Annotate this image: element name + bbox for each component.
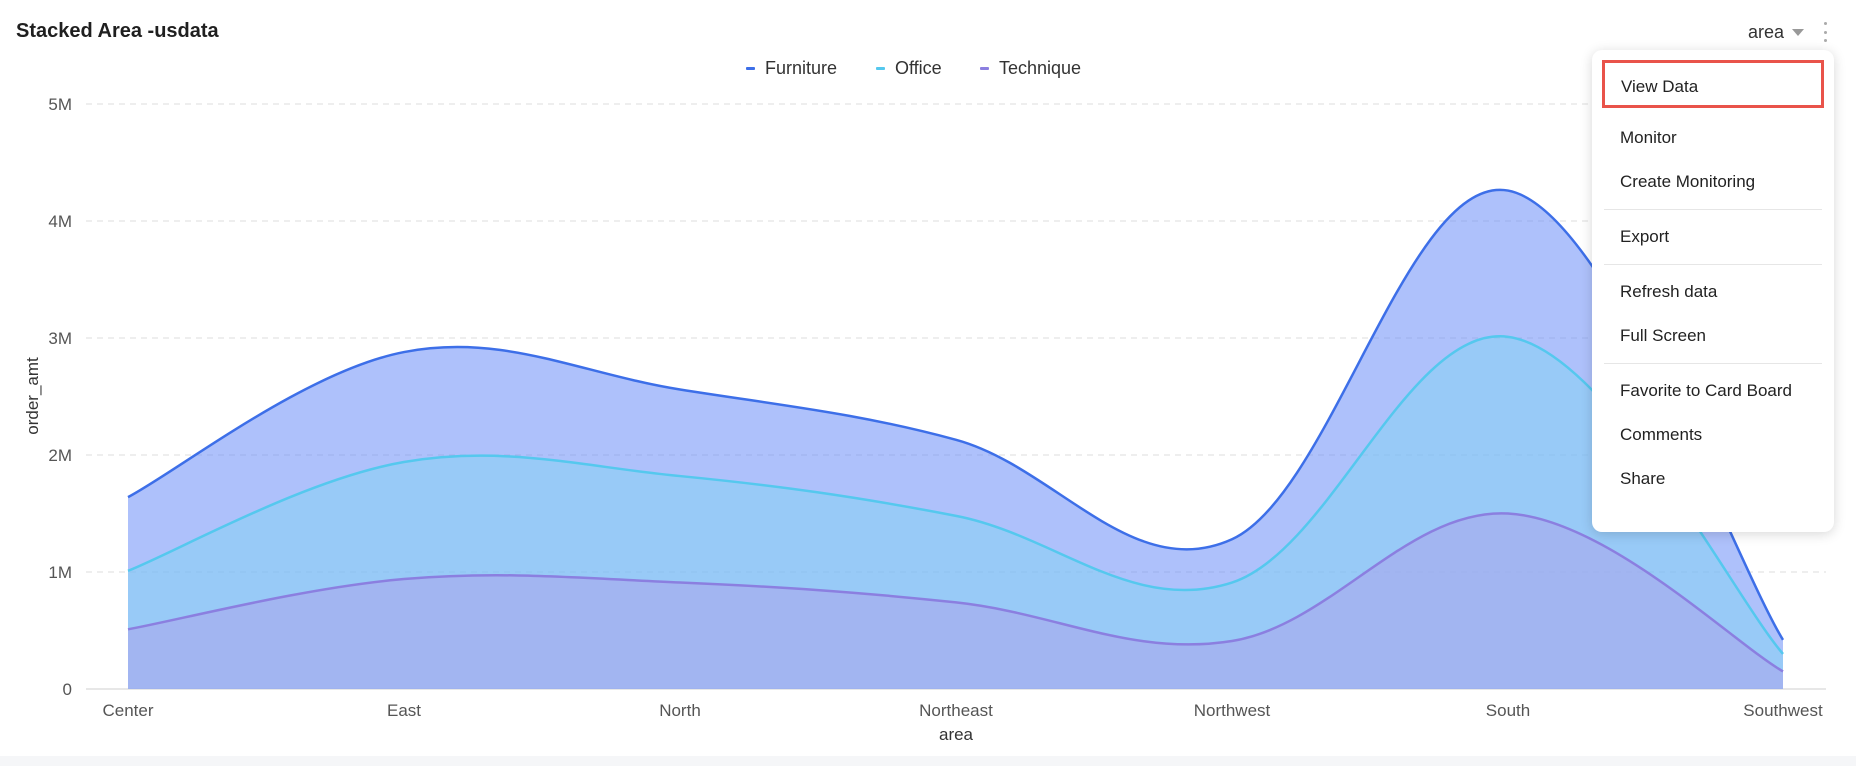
menu-item-comments[interactable]: Comments — [1620, 425, 1703, 444]
menu-item-view-data[interactable]: View Data — [1602, 60, 1824, 108]
menu-item-share[interactable]: Share — [1620, 469, 1666, 488]
y-tick-label: 1M — [48, 563, 72, 582]
menu-item-refresh-data[interactable]: Refresh data — [1620, 282, 1718, 301]
y-tick-label: 2M — [48, 446, 72, 465]
x-tick-label: Center — [102, 701, 153, 720]
y-axis-title: order_amt — [23, 357, 42, 435]
legend-item-office[interactable]: Office — [876, 58, 942, 79]
caret-down-icon — [1792, 29, 1804, 36]
legend-item-furniture[interactable]: Furniture — [746, 58, 837, 79]
y-tick-label: 5M — [48, 95, 72, 114]
menu-separator — [1604, 363, 1822, 364]
legend-label-technique: Technique — [999, 58, 1082, 78]
x-tick-label: Southwest — [1743, 701, 1823, 720]
menu-separator — [1604, 264, 1822, 265]
legend-marker-furniture — [746, 67, 755, 70]
menu-item-monitor[interactable]: Monitor — [1620, 128, 1677, 147]
menu-item-create-monitoring[interactable]: Create Monitoring — [1620, 172, 1756, 191]
legend-label-office: Office — [895, 58, 942, 78]
y-tick-label: 4M — [48, 212, 72, 231]
legend-label-furniture: Furniture — [765, 58, 838, 78]
legend-marker-technique — [980, 67, 989, 70]
legend-marker-office — [876, 67, 885, 70]
line-office — [127, 335, 1784, 655]
dimension-select[interactable]: area — [1748, 22, 1804, 43]
x-tick-label: South — [1486, 701, 1530, 720]
area-technique — [128, 513, 1783, 689]
x-tick-label: Northwest — [1194, 701, 1271, 720]
menu-item-full-screen[interactable]: Full Screen — [1620, 326, 1706, 345]
chart-title: Stacked Area -usdata — [16, 20, 219, 42]
x-axis-title: area — [939, 725, 974, 744]
y-tick-label: 0 — [63, 680, 72, 699]
menu-separator — [1604, 209, 1822, 210]
x-tick-label: Northeast — [919, 701, 993, 720]
line-technique — [127, 512, 1784, 673]
legend-item-technique[interactable]: Technique — [980, 58, 1081, 79]
line-furniture — [127, 188, 1785, 641]
more-actions-menu: View Data Monitor Create Monitoring Export R… — [1592, 50, 1834, 532]
dimension-select-value: area — [1747, 22, 1784, 42]
x-tick-label: East — [387, 701, 421, 720]
more-vertical-icon[interactable] — [1820, 22, 1830, 42]
menu-item-favorite-to-card-board[interactable]: Favorite to Card Board — [1620, 381, 1792, 400]
x-tick-label: North — [659, 701, 701, 720]
menu-item-export[interactable]: Export — [1620, 227, 1670, 246]
y-tick-label: 3M — [48, 329, 72, 348]
